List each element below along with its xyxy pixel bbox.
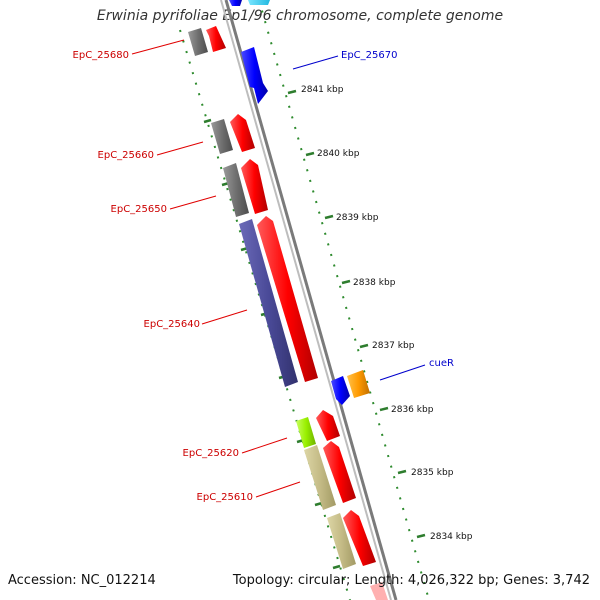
scale-tick [341,279,351,285]
gene-label-epc-25640: EpC_25640 [144,319,200,330]
scale-tick [332,564,341,570]
feature-red-25620 [316,410,340,441]
feature-navy-25640 [239,219,298,387]
feature-lime-25620 [296,417,316,448]
label-leader [255,481,301,498]
scale-tick [203,118,212,124]
scale-label: 2839 kbp [336,213,379,223]
scale-label: 2834 kbp [430,532,473,542]
genome-summary-text: Topology: circular; Length: 4,026,322 bp… [232,573,590,588]
gene-label-epc-25610: EpC_25610 [197,492,253,503]
label-leader [379,364,426,381]
label-leader [201,309,248,325]
label-leader [292,55,339,70]
gene-label-cuer: cueR [429,358,454,369]
feature-gray-25660 [211,119,233,154]
feature-red-25640 [257,216,318,382]
feature-gray-25650 [223,163,249,217]
gene-label-epc-25680: EpC_25680 [73,50,129,61]
scale-tick [314,501,323,507]
scale-label: 2840 kbp [317,149,360,159]
backbone-inner [220,0,392,600]
scale-label: 2841 kbp [301,85,344,95]
scale-label: 2836 kbp [391,405,434,415]
feature-red-edge [370,582,388,600]
feature-red-25650 [241,159,268,214]
feature-red-25680 [206,26,226,52]
feature-khaki-bottom [327,513,356,569]
feature-red-25610 [323,441,356,503]
scale-tick [416,533,426,539]
feature-blue-cuer [331,376,350,405]
scale-tick [397,469,407,475]
feature-red-bottom [343,510,376,566]
scale-label: 2835 kbp [411,468,454,478]
label-leader [156,141,204,156]
feature-khaki-25610 [304,445,336,510]
feature-red-25660 [230,114,255,152]
gene-label-epc-25660: EpC_25660 [98,150,154,161]
feature-gray-25680 [188,28,208,56]
scale-ticks [287,89,426,539]
accession-text: Accession: NC_012214 [8,573,156,588]
label-leader [169,195,217,210]
scale-tick [305,151,315,157]
feature-cyan-top [248,0,270,5]
feature-blue-25670 [241,47,268,104]
backbone-outer [224,0,398,600]
feature-orange-cuer [347,370,370,398]
scale-label: 2838 kbp [353,278,396,288]
scale-tick [287,89,297,95]
gene-label-epc-25670: EpC_25670 [341,50,397,61]
map-title: Erwinia pyrifoliae Ep1/96 chromosome, co… [96,8,504,24]
label-leader [131,39,185,55]
scale-tick [359,343,369,349]
label-leader [241,437,288,454]
feature-blue-top [229,0,242,6]
scale-tick [324,214,334,220]
scale-label: 2837 kbp [372,341,415,351]
scale-tick [379,406,389,412]
gene-label-epc-25620: EpC_25620 [183,448,239,459]
gene-label-epc-25650: EpC_25650 [111,204,167,215]
